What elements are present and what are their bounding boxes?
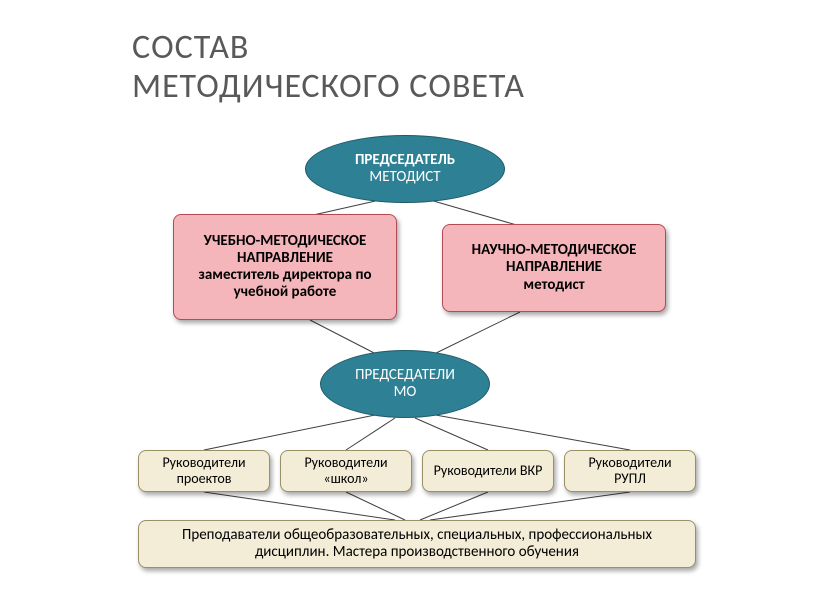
node-school-leaders-text: Руководители «школ» bbox=[281, 451, 411, 491]
node-mo-chairs: ПРЕДСЕДАТЕЛИ МО bbox=[320, 350, 490, 418]
node-project-leaders-text: Руководители проектов bbox=[139, 451, 269, 491]
node-educational-direction: УЧЕБНО-МЕТОДИЧЕСКОЕ НАПРАВЛЕНИЕ заместит… bbox=[173, 214, 397, 320]
node-school-leaders: Руководители «школ» bbox=[280, 450, 412, 492]
node-teachers: Преподаватели общеобразовательных, специ… bbox=[138, 520, 696, 568]
node-scientific-line2: методист bbox=[523, 276, 584, 294]
node-vkr-leaders: Руководители ВКР bbox=[422, 450, 554, 492]
node-mo-line2: МО bbox=[394, 383, 417, 401]
node-teachers-text: Преподаватели общеобразовательных, специ… bbox=[139, 523, 695, 566]
slide-title: СОСТАВМЕТОДИЧЕСКОГО СОВЕТА bbox=[132, 28, 525, 106]
node-chairman-line1: ПРЕДСЕДАТЕЛЬ bbox=[355, 151, 455, 169]
node-project-leaders: Руководители проектов bbox=[138, 450, 270, 492]
node-scientific-line1: НАУЧНО-МЕТОДИЧЕСКОЕ НАПРАВЛЕНИЕ bbox=[472, 241, 637, 276]
node-educational-line1: УЧЕБНО-МЕТОДИЧЕСКОЕ НАПРАВЛЕНИЕ bbox=[204, 232, 367, 267]
node-chairman-line2: МЕТОДИСТ bbox=[369, 168, 440, 186]
node-educational-line2: заместитель директора по учебной работе bbox=[198, 266, 371, 301]
node-vkr-leaders-text: Руководители ВКР bbox=[423, 459, 553, 483]
node-chairman: ПРЕДСЕДАТЕЛЬ МЕТОДИСТ bbox=[305, 135, 505, 203]
node-scientific-direction: НАУЧНО-МЕТОДИЧЕСКОЕ НАПРАВЛЕНИЕ методист bbox=[442, 224, 666, 312]
node-rupl-leaders: Руководители РУПЛ bbox=[564, 450, 696, 492]
node-rupl-leaders-text: Руководители РУПЛ bbox=[565, 451, 695, 491]
node-mo-line1: ПРЕДСЕДАТЕЛИ bbox=[355, 366, 455, 384]
